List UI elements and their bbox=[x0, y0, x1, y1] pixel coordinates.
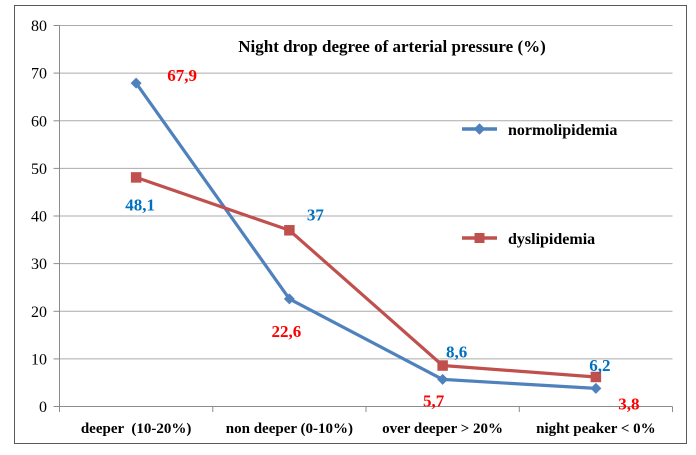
data-label-normolipidemia-1: 22,6 bbox=[272, 322, 302, 341]
y-tick-label-30: 30 bbox=[31, 256, 47, 273]
data-label-dyslipidemia-0: 48,1 bbox=[125, 195, 155, 214]
data-label-normolipidemia-0: 67,9 bbox=[167, 66, 197, 85]
legend-item-normolipidemia: normolipidemia bbox=[462, 122, 617, 139]
x-category-label-non-deeper: non deeper (0-10%) bbox=[226, 421, 353, 437]
square-marker-icon bbox=[437, 360, 448, 371]
axes bbox=[59, 25, 673, 412]
legend-square-marker-icon bbox=[474, 233, 485, 243]
diamond-marker-icon bbox=[283, 293, 295, 305]
data-labels: 67,9 22,6 5,7 3,8 48,1 37 8,6 6,2 bbox=[125, 66, 639, 413]
legend-item-dyslipidemia: dyslipidemia bbox=[462, 231, 595, 248]
square-marker-icon bbox=[590, 371, 602, 383]
data-label-normolipidemia-2: 5,7 bbox=[423, 391, 445, 410]
data-label-dyslipidemia-3: 6,2 bbox=[589, 356, 610, 375]
data-label-dyslipidemia-2: 8,6 bbox=[446, 343, 467, 362]
diamond-marker-icon bbox=[590, 382, 602, 394]
chart-title: Night drop degree of arterial pressure (… bbox=[238, 37, 546, 56]
y-tick-label-20: 20 bbox=[31, 304, 47, 321]
diamond-marker-icon bbox=[437, 373, 449, 385]
y-tick-label-70: 70 bbox=[31, 66, 47, 83]
legend-label-normolipidemia: normolipidemia bbox=[508, 122, 617, 139]
y-tick-label-80: 80 bbox=[31, 18, 47, 35]
data-label-dyslipidemia-1: 37 bbox=[307, 205, 325, 224]
x-category-label-deeper: deeper (10-20%) bbox=[81, 421, 192, 437]
y-tick-label-60: 60 bbox=[31, 113, 47, 130]
x-axis-labels: deeper (10-20%) non deeper (0-10%) over … bbox=[81, 421, 656, 437]
gridlines bbox=[53, 25, 673, 407]
y-tick-label-10: 10 bbox=[31, 351, 47, 368]
legend-label-dyslipidemia: dyslipidemia bbox=[508, 231, 595, 248]
series-line-normolipidemia bbox=[134, 81, 598, 390]
square-marker-icon bbox=[284, 225, 295, 236]
legend-diamond-marker-icon bbox=[473, 123, 486, 135]
y-tick-label-0: 0 bbox=[39, 399, 47, 416]
data-label-normolipidemia-3: 3,8 bbox=[618, 394, 639, 413]
diamond-marker-icon bbox=[130, 77, 142, 89]
series bbox=[130, 77, 602, 394]
figure-border bbox=[14, 5, 687, 444]
square-marker-icon bbox=[130, 172, 142, 183]
legend: normolipidemia dyslipidemia bbox=[462, 122, 617, 248]
series-line-dyslipidemia bbox=[134, 175, 598, 379]
x-category-label-over-deeper: over deeper > 20% bbox=[382, 421, 503, 437]
y-axis-labels: 0 10 20 30 40 50 60 70 80 bbox=[31, 18, 47, 416]
y-tick-label-40: 40 bbox=[31, 209, 47, 226]
y-tick-label-50: 50 bbox=[31, 161, 47, 178]
x-category-label-night-peaker: night peaker < 0% bbox=[536, 421, 656, 437]
